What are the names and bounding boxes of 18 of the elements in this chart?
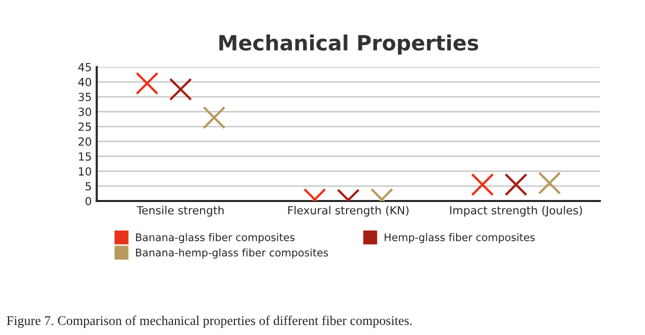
y-tick-label: 25 bbox=[78, 122, 91, 131]
y-tick-label: 20 bbox=[78, 137, 92, 146]
y-tick-label: 10 bbox=[78, 167, 92, 176]
x-tick-label: Tensile strength bbox=[136, 206, 224, 217]
y-tick-label: 45 bbox=[78, 63, 91, 72]
x-tick-label: Flexural strength (KN) bbox=[288, 206, 409, 217]
y-tick-label: 15 bbox=[78, 152, 91, 161]
x-tick-label: Impact strength (Joules) bbox=[450, 206, 582, 217]
legend-label: Banana-glass fiber composites bbox=[136, 233, 294, 244]
y-tick-label: 40 bbox=[78, 78, 92, 86]
chart-title: Mechanical Properties bbox=[219, 34, 478, 55]
legend-label: Banana-hemp-glass fiber composites bbox=[136, 248, 328, 259]
y-tick-label: 0 bbox=[86, 196, 92, 206]
y-tick-label: 30 bbox=[78, 108, 92, 116]
y-tick-label: 35 bbox=[78, 92, 91, 102]
caption: Figure 7. Comparison of mechanical properties of different fiber composites. bbox=[6, 316, 412, 328]
legend-label: Hemp-glass fiber composites bbox=[384, 233, 535, 244]
y-tick-label: 5 bbox=[86, 182, 91, 190]
